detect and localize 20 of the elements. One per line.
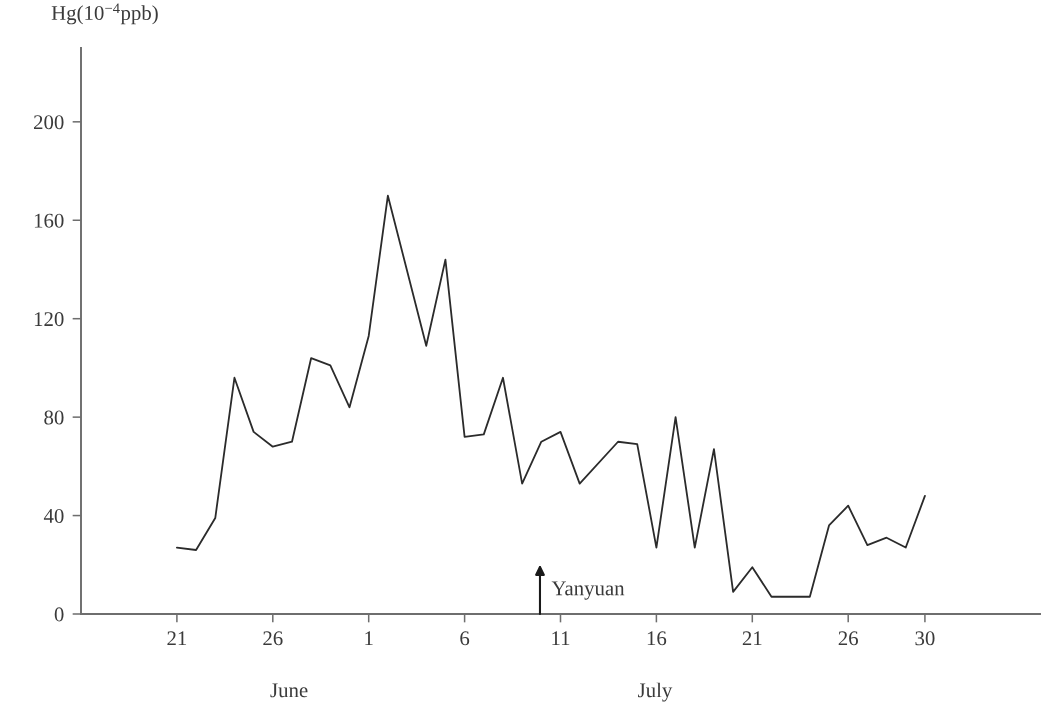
x-tick-label: 1	[365, 631, 373, 646]
y-tick-label: 40	[43, 508, 64, 523]
x-tick-label: 21	[742, 631, 762, 646]
y-tick-label: 80	[44, 410, 64, 425]
annotation: Yanyuan	[551, 581, 625, 600]
y-tick-label: 0	[54, 607, 64, 622]
y-tick-label: 120	[34, 312, 64, 327]
x-tick-label: 26	[263, 631, 283, 646]
text: June	[270, 683, 308, 698]
line-series	[175, 194, 926, 598]
x-tick-label: 11	[552, 631, 570, 646]
x-tick-label: 21	[167, 631, 187, 646]
y-tick-label: 200	[34, 115, 64, 130]
y-tick-label: 160	[34, 213, 64, 228]
x-tick-label: 6	[460, 631, 470, 646]
x-tick-label: 30	[915, 631, 935, 646]
text: July	[638, 682, 673, 702]
x-tick-label: 16	[647, 631, 667, 646]
x-tick-label: 26	[838, 631, 858, 646]
y-axis-title: Hg(10$^{−4}$ppb)	[51, 3, 158, 25]
